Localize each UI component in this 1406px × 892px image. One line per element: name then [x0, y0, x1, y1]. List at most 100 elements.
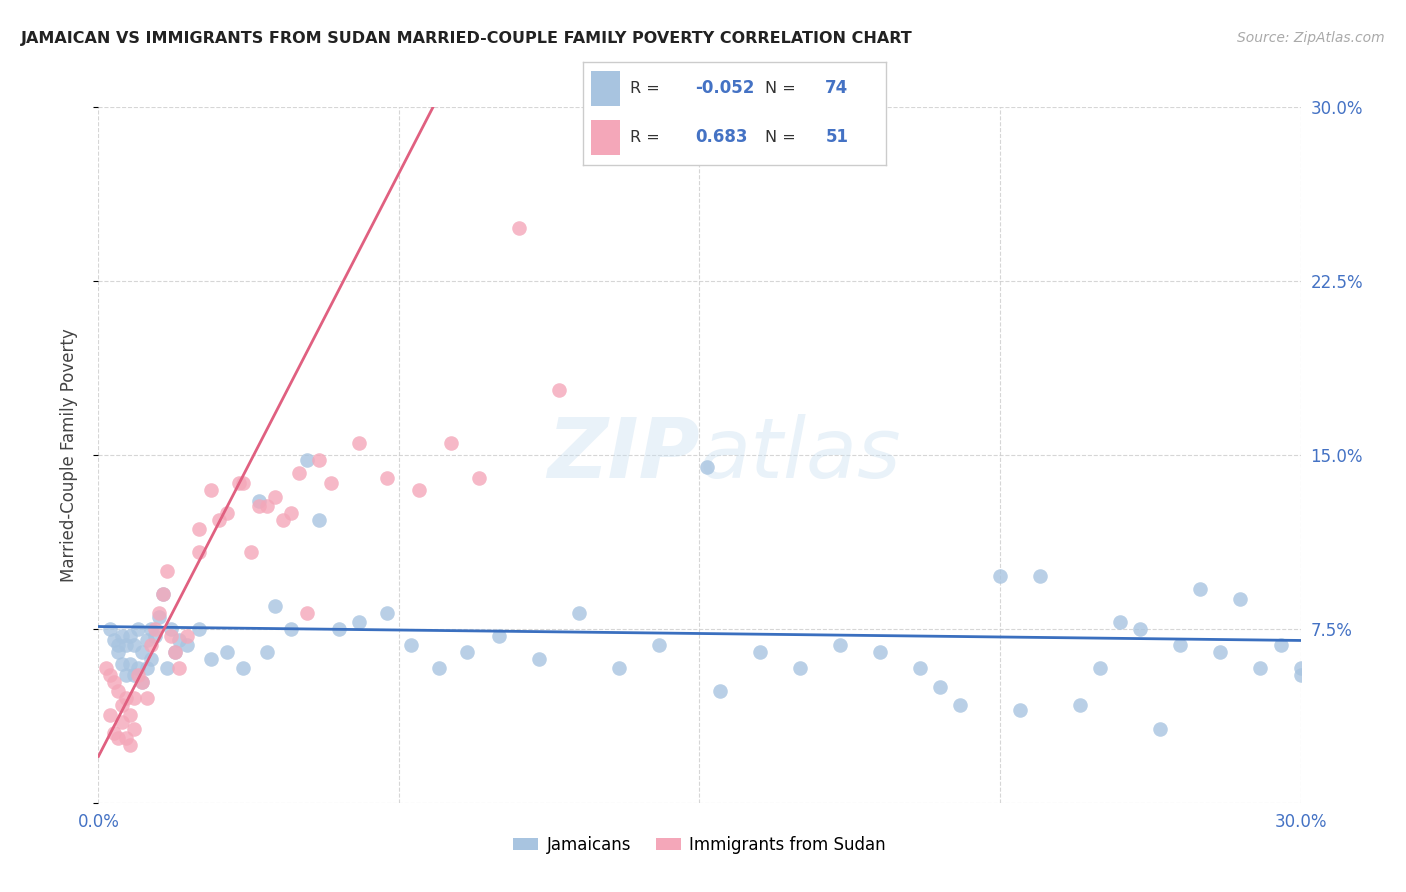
- Point: [427, 661, 450, 675]
- Point: [568, 606, 591, 620]
- Point: [949, 698, 972, 713]
- Point: [1129, 622, 1152, 636]
- Point: [1149, 722, 1171, 736]
- Point: [280, 622, 302, 636]
- Text: R =: R =: [630, 80, 659, 95]
- Point: [111, 698, 134, 713]
- Bar: [591, 120, 620, 155]
- Point: [929, 680, 952, 694]
- Point: [115, 668, 138, 682]
- Point: [456, 645, 478, 659]
- Point: [1088, 661, 1111, 675]
- Point: [709, 684, 731, 698]
- Point: [288, 467, 311, 481]
- Point: [152, 587, 174, 601]
- Point: [263, 490, 285, 504]
- Point: [1109, 615, 1132, 629]
- Point: [308, 513, 330, 527]
- Point: [111, 657, 134, 671]
- Point: [107, 638, 129, 652]
- Point: [1270, 638, 1292, 652]
- Point: [263, 599, 285, 613]
- Point: [139, 652, 162, 666]
- Point: [159, 629, 181, 643]
- Text: ZIP: ZIP: [547, 415, 700, 495]
- Point: [1250, 661, 1272, 675]
- Point: [124, 691, 146, 706]
- Point: [103, 726, 125, 740]
- Point: [128, 622, 150, 636]
- Point: [103, 675, 125, 690]
- Point: [399, 638, 422, 652]
- Point: [548, 383, 571, 397]
- Text: Source: ZipAtlas.com: Source: ZipAtlas.com: [1237, 31, 1385, 45]
- Point: [148, 610, 170, 624]
- Point: [200, 652, 222, 666]
- Point: [111, 629, 134, 643]
- Point: [163, 645, 186, 659]
- Point: [120, 629, 142, 643]
- Point: [271, 513, 294, 527]
- Point: [215, 506, 238, 520]
- Point: [1229, 591, 1251, 606]
- Point: [347, 615, 370, 629]
- Point: [128, 668, 150, 682]
- Point: [167, 633, 190, 648]
- Point: [256, 499, 278, 513]
- Point: [375, 471, 398, 485]
- Point: [107, 731, 129, 745]
- Point: [208, 513, 231, 527]
- Point: [143, 629, 166, 643]
- Point: [187, 545, 209, 559]
- Point: [375, 606, 398, 620]
- Point: [143, 622, 166, 636]
- Point: [529, 652, 551, 666]
- Point: [120, 657, 142, 671]
- Point: [148, 606, 170, 620]
- Point: [247, 499, 270, 513]
- Point: [256, 645, 278, 659]
- Point: [100, 668, 122, 682]
- Point: [789, 661, 811, 675]
- Point: [131, 645, 153, 659]
- Point: [159, 622, 181, 636]
- Point: [869, 645, 891, 659]
- Point: [908, 661, 931, 675]
- Point: [163, 645, 186, 659]
- Point: [96, 661, 118, 675]
- Point: [440, 436, 463, 450]
- Text: JAMAICAN VS IMMIGRANTS FROM SUDAN MARRIED-COUPLE FAMILY POVERTY CORRELATION CHAR: JAMAICAN VS IMMIGRANTS FROM SUDAN MARRIE…: [21, 31, 912, 46]
- Point: [124, 668, 146, 682]
- Point: [115, 638, 138, 652]
- Point: [139, 622, 162, 636]
- Text: N =: N =: [765, 130, 796, 145]
- Point: [295, 452, 318, 467]
- Point: [107, 684, 129, 698]
- Text: -0.052: -0.052: [696, 79, 755, 97]
- Point: [107, 645, 129, 659]
- Point: [328, 622, 350, 636]
- Point: [308, 452, 330, 467]
- Point: [200, 483, 222, 497]
- Point: [1170, 638, 1192, 652]
- Point: [488, 629, 510, 643]
- Legend: Jamaicans, Immigrants from Sudan: Jamaicans, Immigrants from Sudan: [506, 830, 893, 861]
- Point: [187, 622, 209, 636]
- Point: [152, 587, 174, 601]
- Point: [124, 722, 146, 736]
- Bar: [591, 70, 620, 105]
- Point: [135, 661, 157, 675]
- Point: [408, 483, 430, 497]
- Point: [228, 475, 250, 490]
- Point: [131, 675, 153, 690]
- Point: [748, 645, 770, 659]
- Point: [155, 661, 177, 675]
- Point: [1069, 698, 1091, 713]
- Point: [139, 638, 162, 652]
- Point: [828, 638, 851, 652]
- Point: [135, 691, 157, 706]
- Point: [131, 675, 153, 690]
- Point: [508, 220, 530, 235]
- Point: [319, 475, 342, 490]
- Point: [124, 638, 146, 652]
